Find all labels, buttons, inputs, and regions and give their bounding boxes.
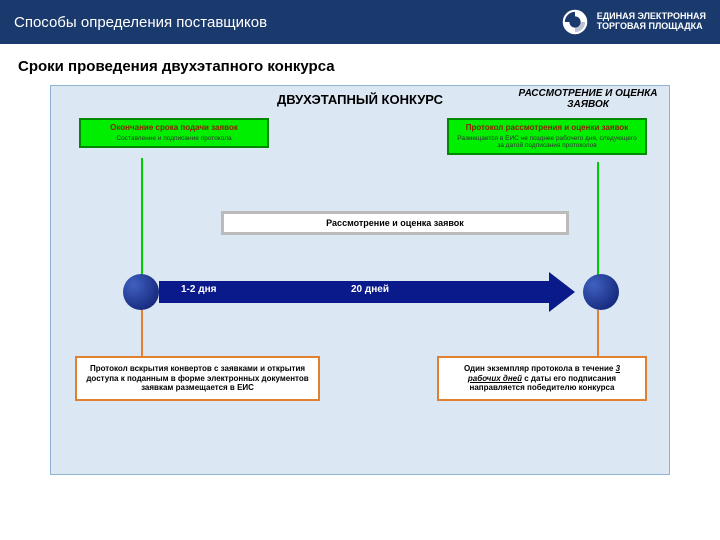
box-opening-text: Протокол вскрытия конвертов с заявками и… [85,364,310,393]
box-opening-protocol: Протокол вскрытия конвертов с заявками и… [75,356,320,401]
logo-text: Единая электронная торговая площадка [597,12,706,32]
callout-line-4 [597,310,599,358]
box-deadline: Окончание срока подачи заявок Составлени… [79,118,269,148]
callout-line-2 [597,162,599,280]
box-winner-t1: Один экземпляр протокола в течение [464,364,616,373]
logo: Единая электронная торговая площадка [561,8,706,36]
diagram-area: ДВУХЭТАПНЫЙ КОНКУРС РАССМОТРЕНИЕ И ОЦЕНК… [50,85,670,475]
arrow-label-2: 20 дней [351,284,389,295]
box-winner-copy: Один экземпляр протокола в течение 3 раб… [437,356,647,401]
header-title: Способы определения поставщиков [14,14,267,31]
box-protocol-sub: Размещается в ЕИС не позднее рабочего дн… [455,135,639,149]
logo-line2: торговая площадка [597,22,706,32]
box-protocol: Протокол рассмотрения и оценки заявок Ра… [447,118,647,155]
box-deadline-title: Окончание срока подачи заявок [87,124,261,133]
timeline-node-end [583,274,619,310]
arrow-label-1: 1-2 дня [181,284,216,295]
page-subtitle: Сроки проведения двухэтапного конкурса [0,44,720,85]
callout-line-3 [141,310,143,358]
timeline-arrow-head [549,272,575,312]
box-winner-text: Один экземпляр протокола в течение 3 раб… [447,364,637,393]
logo-icon [561,8,589,36]
diagram-corner-title: РАССМОТРЕНИЕ И ОЦЕНКА ЗАЯВОК [513,88,663,110]
callout-line-1 [141,158,143,280]
header-bar: Способы определения поставщиков Единая э… [0,0,720,44]
mid-bar: Рассмотрение и оценка заявок [221,211,569,235]
box-deadline-sub: Составление и подписание протокола [87,135,261,142]
box-protocol-title: Протокол рассмотрения и оценки заявок [455,124,639,133]
timeline-node-start [123,274,159,310]
